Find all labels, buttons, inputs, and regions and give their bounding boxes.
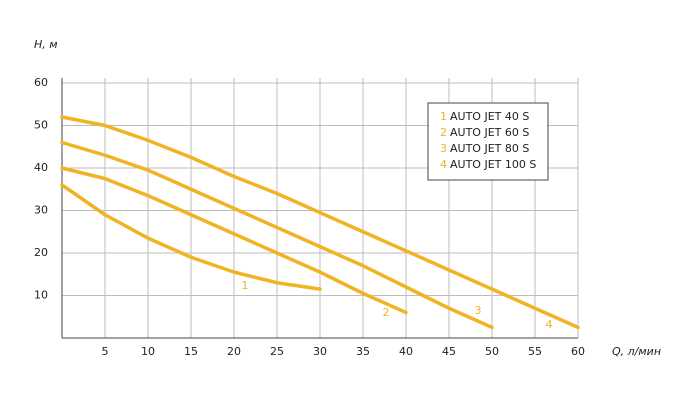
legend-entry: AUTO JET 60 S [450,126,529,139]
x-tick-label: 20 [227,345,241,358]
x-tick-label: 10 [141,345,155,358]
curve-label: 3 [475,304,482,317]
curve [60,140,494,330]
y-tick-label: 20 [34,246,48,259]
x-tick-label: 35 [356,345,370,358]
y-tick-label: 10 [34,289,48,302]
legend-entry: AUTO JET 40 S [450,110,529,123]
x-tick-label: 5 [102,345,109,358]
curve-label: 4 [546,318,553,331]
legend-number: 1 [440,110,447,123]
x-tick-label: 60 [571,345,585,358]
y-tick-label: 30 [34,204,48,217]
curve [60,115,580,330]
x-tick-label: 50 [485,345,499,358]
curve-label: 1 [242,279,249,292]
x-tick-label: 40 [399,345,413,358]
x-tick-label: 30 [313,345,327,358]
legend-number: 3 [440,142,447,155]
y-tick-label: 40 [34,161,48,174]
curve-label: 2 [383,306,390,319]
curve [60,166,408,315]
x-axis-label: Q, л/мин [612,345,661,358]
legend-box [427,102,549,181]
y-tick-label: 60 [34,76,48,89]
y-axis-label: H, м [34,38,58,51]
legend-entry: AUTO JET 100 S [450,158,536,171]
legend-entry: AUTO JET 80 S [450,142,529,155]
curve [60,183,322,291]
legend-number: 4 [440,158,447,171]
x-tick-label: 15 [184,345,198,358]
y-tick-label: 50 [34,119,48,132]
x-tick-label: 25 [270,345,284,358]
x-tick-label: 45 [442,345,456,358]
legend-number: 2 [440,126,447,139]
x-tick-label: 55 [528,345,542,358]
